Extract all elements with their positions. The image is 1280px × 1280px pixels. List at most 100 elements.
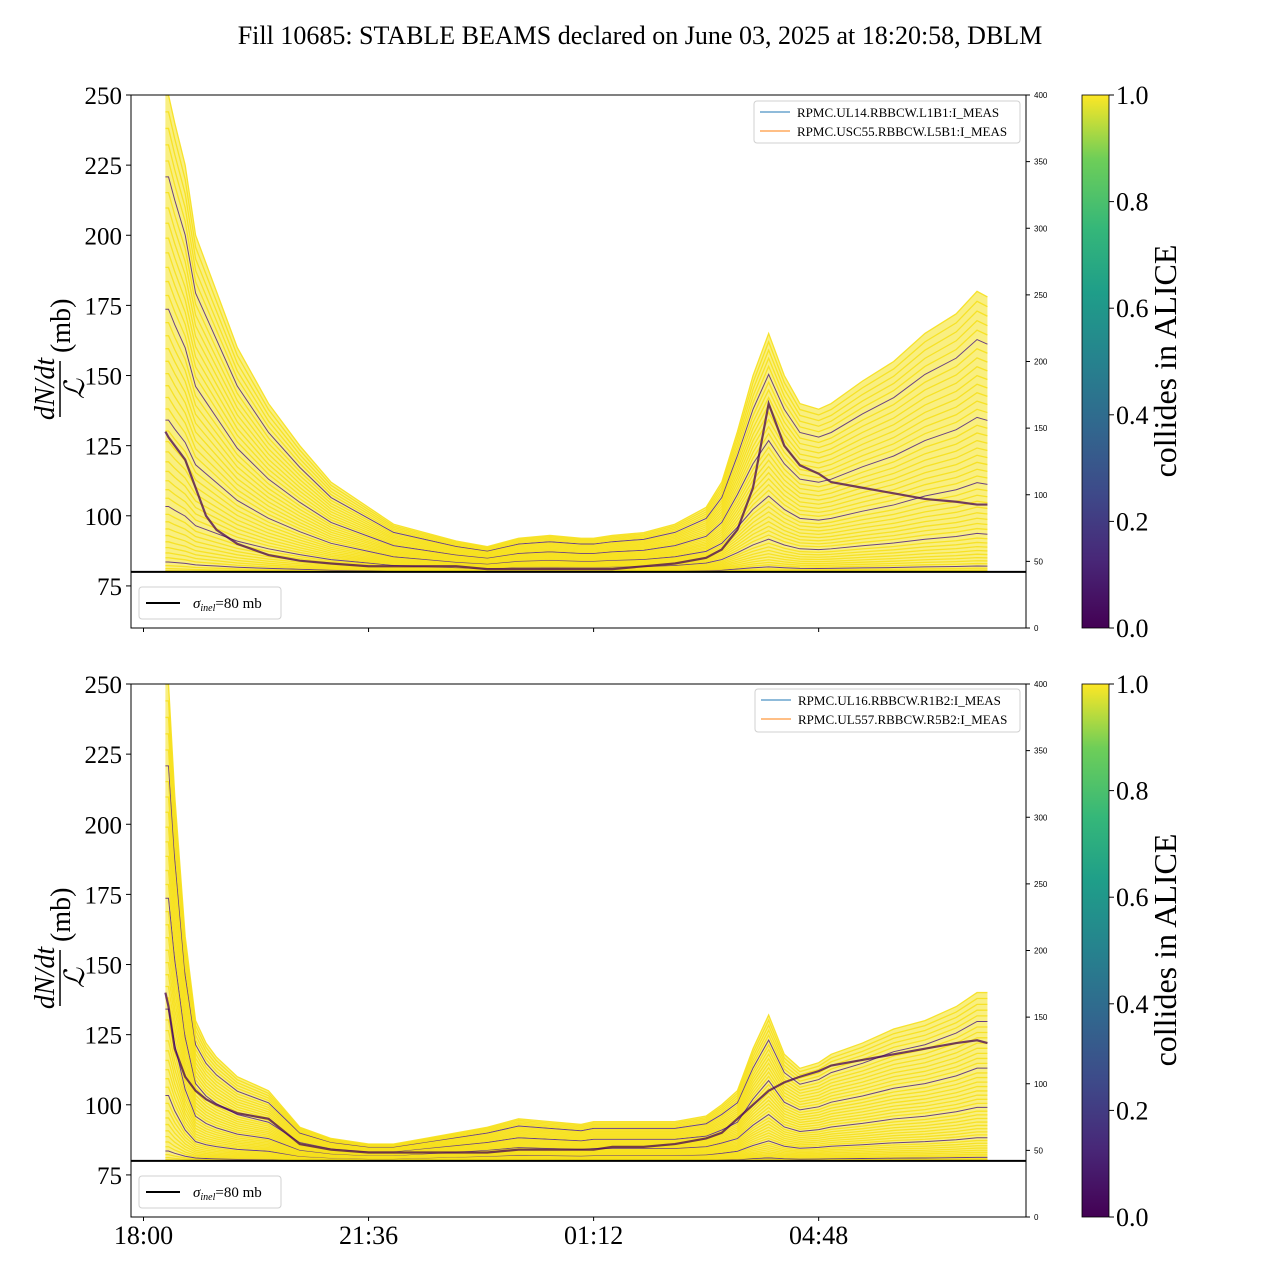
y-tick-label: 100 [85, 1093, 123, 1120]
trace-line [165, 855, 988, 1151]
y-tick-label: 250 [85, 83, 123, 110]
right-tick-label: 350 [1034, 158, 1048, 167]
trace-line [165, 1059, 988, 1158]
right-tick-label: 400 [1034, 91, 1048, 100]
colorbar-tick-label: 0.4 [1116, 990, 1149, 1019]
trace-line [165, 997, 988, 1156]
sigma-legend-box [138, 586, 282, 620]
colorbar-tick-label: 0.6 [1116, 883, 1149, 912]
colorbar-tick-label: 0.0 [1116, 1203, 1149, 1232]
trace-line [165, 883, 988, 1152]
x-tick-label: 04:48 [789, 1221, 848, 1250]
y-tick-label: 75 [97, 1163, 122, 1190]
series-legend-box [754, 688, 1021, 733]
right-tick-label: 100 [1034, 1080, 1048, 1089]
trace-line [165, 321, 988, 560]
trace-line [165, 470, 988, 568]
trace-line [165, 372, 988, 563]
right-tick-label: 200 [1034, 358, 1048, 367]
y-tick-label: 200 [85, 812, 123, 839]
right-axis-ticks: 0 50 100 150 200 250 300 350 400 [1026, 91, 1048, 633]
y-tick-label: 125 [85, 1023, 123, 1050]
trace-line [165, 419, 988, 565]
trace-line [165, 985, 988, 1156]
y-tick-label: 150 [85, 953, 123, 980]
right-tick-label: 400 [1034, 680, 1048, 689]
trace-line [165, 1086, 988, 1159]
y-tick-label: 225 [85, 153, 123, 180]
y-axis-label: dN/dt ℒ (mb) [30, 888, 91, 1010]
colorbar-tick-label: 0.8 [1116, 777, 1149, 806]
series-legend: RPMC.UL16.RBBCW.R1B2:I_MEAS RPMC.UL557.R… [754, 688, 1021, 733]
trace-line [165, 191, 988, 553]
y-tick-label: 175 [85, 882, 123, 909]
colorbar-gradient [1081, 94, 1110, 629]
x-tick-label: 01:12 [564, 1221, 623, 1250]
right-tick-label: 300 [1034, 813, 1048, 822]
non-colliding-trace [164, 992, 988, 1154]
colorbar-ticks: 0.0 0.2 0.4 0.6 0.8 1.0 [1109, 81, 1149, 643]
colorbar-tick-label: 1.0 [1116, 81, 1149, 110]
non-colliding-trace [164, 399, 988, 571]
y-tick-label: 100 [85, 504, 123, 531]
trace-line [165, 440, 988, 566]
trace-line [165, 176, 988, 552]
trace-line [165, 949, 988, 1155]
x-axis-ticks: 18:00 21:36 01:12 04:48 [114, 1217, 848, 1250]
right-tick-label: 0 [1034, 624, 1039, 633]
trace-line [165, 252, 988, 556]
trace-line [165, 160, 988, 551]
trace-line [165, 335, 988, 561]
trace-line [165, 869, 988, 1152]
series-legend-label-2: RPMC.UL557.RBBCW.R5B2:I_MEAS [798, 712, 1007, 727]
trace-line [165, 266, 988, 557]
y-axis-ticks: 75 100 125 150 175 200 225 250 [85, 83, 131, 601]
series-legend-label-1: RPMC.UL14.RBBCW.L1B1:I_MEAS [797, 105, 999, 120]
data-envelope [165, 684, 988, 1161]
trace-line [165, 207, 988, 554]
right-tick-label: 0 [1034, 1213, 1039, 1222]
trace-line [165, 684, 988, 1145]
trace-line [165, 910, 988, 1153]
colorbar-tick-label: 0.6 [1116, 294, 1149, 323]
trace-line [165, 513, 988, 570]
trace-line [165, 1069, 988, 1159]
trace-line [165, 385, 988, 563]
trace-line [165, 294, 988, 558]
colorbar-tick-label: 0.2 [1116, 507, 1149, 536]
trace-line [165, 348, 988, 561]
y-tick-label: 200 [85, 223, 123, 250]
y-axis-ticks: 75 100 125 150 175 200 225 250 [85, 672, 131, 1190]
x-axis-ticks [143, 628, 820, 632]
trace-line [165, 144, 988, 550]
trace-line [165, 451, 988, 567]
x-tick-label: 18:00 [114, 1221, 173, 1250]
trace-line [165, 237, 988, 555]
trace-line [165, 961, 988, 1155]
trace-line [165, 700, 988, 1146]
sigma-legend-label: σinel=80 mb [193, 596, 262, 614]
sigma-legend-box [138, 1175, 282, 1209]
colorbar-tick-label: 0.4 [1116, 401, 1149, 430]
colorbar-tick-label: 1.0 [1116, 670, 1149, 699]
y-axis-label: dN/dt ℒ (mb) [30, 299, 91, 421]
right-tick-label: 50 [1034, 557, 1043, 566]
trace-line [165, 811, 988, 1150]
trace-line [165, 396, 988, 564]
colorbar-tick-label: 0.0 [1116, 614, 1149, 643]
trace-line [165, 937, 988, 1154]
y-label-numerator: dN/dt [30, 357, 61, 420]
trace-line [165, 1040, 988, 1158]
colorbar: 0.0 0.2 0.4 0.6 0.8 1.0 collides in ALICE [1081, 670, 1183, 1232]
trace-line [165, 1094, 988, 1160]
sigma-legend: σinel=80 mb [138, 1175, 282, 1209]
colorbar-gradient [1081, 683, 1110, 1218]
y-label-numerator: dN/dt [30, 946, 61, 1009]
trace-line [165, 461, 988, 567]
trace-line [165, 360, 988, 562]
trace-line [165, 408, 988, 564]
right-tick-label: 350 [1034, 747, 1048, 756]
right-tick-label: 300 [1034, 224, 1048, 233]
figure-title: Fill 10685: STABLE BEAMS declared on Jun… [238, 21, 1043, 50]
